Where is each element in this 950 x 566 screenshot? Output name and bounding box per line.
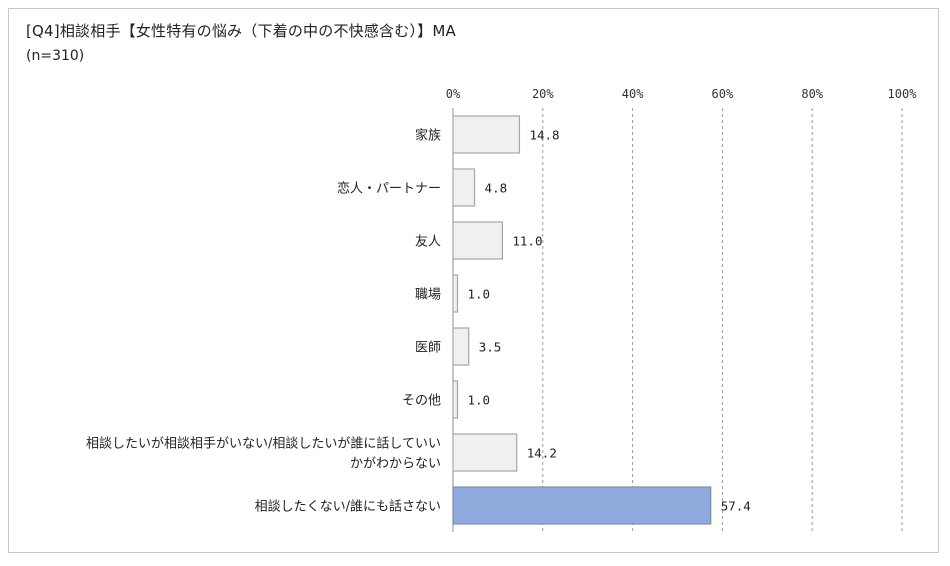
value-label: 1.0 — [467, 287, 490, 302]
value-label: 11.0 — [512, 234, 542, 249]
x-tick-label: 20% — [532, 87, 554, 101]
value-label: 4.8 — [485, 181, 508, 196]
chart-subtitle: (n=310) — [26, 48, 85, 64]
bar — [452, 168, 476, 207]
category-label: 相談したいが相談相手がいない/相談したいが誰に話していい — [86, 436, 441, 452]
bar — [452, 433, 518, 472]
category-label: 友人 — [415, 234, 441, 250]
x-tick-label: 40% — [622, 87, 644, 101]
value-label: 57.4 — [721, 499, 751, 514]
category-label: 相談したくない/誰にも話さない — [255, 499, 441, 515]
x-tick-label: 100% — [888, 87, 918, 101]
bar — [452, 486, 712, 525]
bar — [452, 327, 470, 366]
value-label: 3.5 — [479, 340, 502, 355]
value-label: 14.2 — [527, 446, 557, 461]
category-label: 家族 — [415, 128, 441, 144]
x-tick-label: 80% — [801, 87, 823, 101]
value-label: 1.0 — [467, 393, 490, 408]
category-label: 医師 — [415, 341, 441, 356]
bar — [452, 115, 521, 154]
category-label: 職場 — [415, 288, 441, 303]
category-label: 恋人・パートナー — [337, 181, 441, 197]
bar — [452, 221, 503, 260]
value-label: 14.8 — [529, 128, 559, 143]
x-tick-label: 0% — [446, 87, 461, 101]
category-label: かがわからない — [350, 457, 441, 472]
chart-title: [Q4]相談相手【女性特有の悩み（下着の中の不快感含む）】MA — [26, 22, 456, 40]
x-tick-label: 60% — [712, 87, 734, 101]
category-label: その他 — [402, 394, 441, 409]
bar — [452, 380, 459, 419]
bar — [452, 274, 459, 313]
